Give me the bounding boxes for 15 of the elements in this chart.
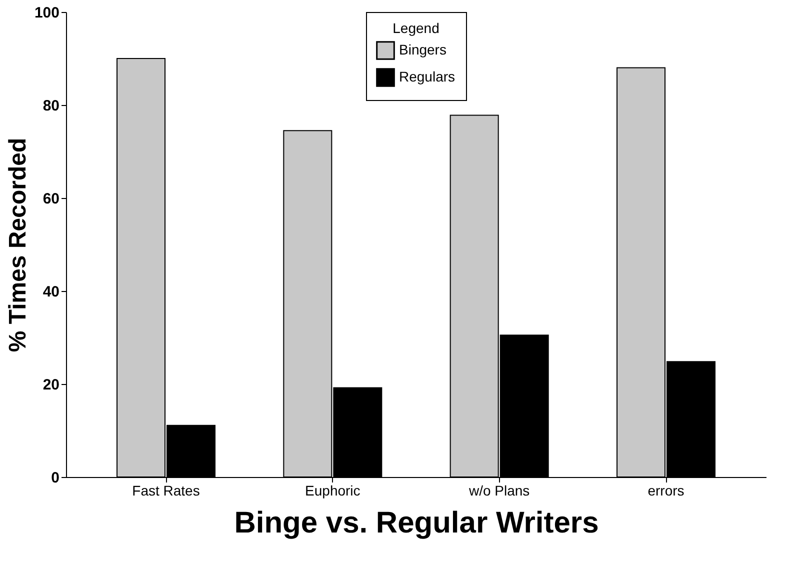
legend-title: Legend (392, 20, 440, 36)
x-axis-title: Binge vs. Regular Writers (234, 506, 599, 540)
y-tick-label: 60 (42, 190, 60, 208)
y-tick-label: 100 (34, 4, 60, 22)
x-tick-label: Fast Rates (132, 482, 200, 498)
legend-label: Bingers (399, 42, 446, 58)
x-tick-label: Euphoric (305, 482, 360, 498)
y-tick-label: 40 (42, 284, 60, 300)
x-tick-label: errors (648, 482, 684, 498)
x-tick-label: w/o Plans (468, 482, 530, 498)
y-tick-label: 0 (51, 470, 60, 486)
y-tick-label: 20 (42, 376, 60, 394)
y-axis-title: % Times Recorded (4, 138, 32, 352)
y-tick-label: 80 (42, 98, 60, 114)
legend-label: Regulars (399, 68, 456, 84)
